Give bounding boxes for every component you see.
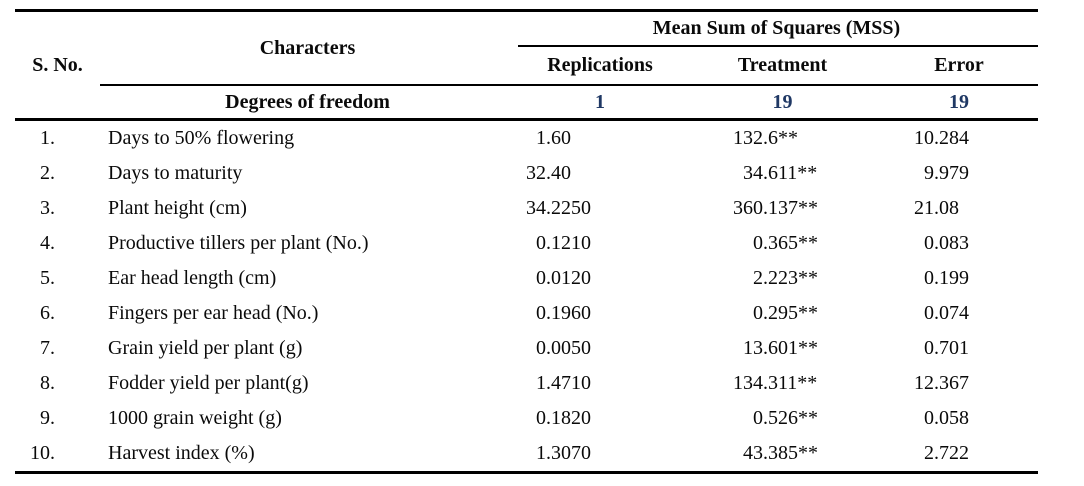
rule-bottom bbox=[15, 471, 1038, 474]
cell-character: Ear head length (cm) bbox=[108, 267, 277, 289]
cell-treatment: 0.365** bbox=[753, 232, 818, 254]
cell-character: Plant height (cm) bbox=[108, 197, 247, 219]
cell-treatment: 2.223** bbox=[753, 267, 818, 289]
rule-under-df bbox=[15, 118, 1038, 121]
cell-character: Harvest index (%) bbox=[108, 442, 255, 464]
cell-character: Grain yield per plant (g) bbox=[108, 337, 303, 359]
table-row: 3. Plant height (cm) 34.2250 360.137** 2… bbox=[15, 191, 1038, 226]
cell-treatment: 0.295** bbox=[753, 302, 818, 324]
cell-error: 2.722 bbox=[924, 442, 969, 464]
rule-under-mss bbox=[518, 45, 1038, 47]
cell-character: 1000 grain weight (g) bbox=[108, 407, 282, 429]
cell-treatment: 43.385** bbox=[743, 442, 818, 464]
cell-replications: 1.60 bbox=[536, 127, 571, 149]
cell-error: 0.083 bbox=[924, 232, 969, 254]
table-row: 2. Days to maturity 32.40 34.611** 9.979 bbox=[15, 156, 1038, 191]
cell-replications: 0.1960 bbox=[536, 302, 591, 324]
df-value-replications: 1 bbox=[595, 90, 605, 113]
df-label: Degrees of freedom bbox=[225, 90, 390, 113]
cell-sno: 3. bbox=[40, 197, 55, 219]
rule-under-subheads bbox=[100, 84, 1038, 86]
cell-treatment: 0.526** bbox=[753, 407, 818, 429]
cell-error: 0.199 bbox=[924, 267, 969, 289]
cell-error: 0.058 bbox=[924, 407, 969, 429]
cell-sno: 5. bbox=[40, 267, 55, 289]
table-row: 7. Grain yield per plant (g) 0.0050 13.6… bbox=[15, 331, 1038, 366]
table-row: 4. Productive tillers per plant (No.) 0.… bbox=[15, 226, 1038, 261]
table-row: 8. Fodder yield per plant(g) 1.4710 134.… bbox=[15, 366, 1038, 401]
cell-replications: 0.0050 bbox=[536, 337, 591, 359]
cell-replications: 1.3070 bbox=[536, 442, 591, 464]
cell-treatment: 34.611** bbox=[743, 162, 818, 184]
cell-sno: 8. bbox=[40, 372, 55, 394]
cell-error: 0.701 bbox=[924, 337, 969, 359]
cell-sno: 9. bbox=[40, 407, 55, 429]
cell-replications: 34.2250 bbox=[526, 197, 591, 219]
table-row: 9. 1000 grain weight (g) 0.1820 0.526** … bbox=[15, 401, 1038, 436]
cell-replications: 0.1820 bbox=[536, 407, 591, 429]
header-treatment: Treatment bbox=[737, 53, 828, 76]
cell-error: 12.367 bbox=[914, 372, 969, 394]
cell-replications: 1.4710 bbox=[536, 372, 591, 394]
cell-sno: 1. bbox=[40, 127, 55, 149]
table-row: 6. Fingers per ear head (No.) 0.1960 0.2… bbox=[15, 296, 1038, 331]
cell-treatment: 132.6** bbox=[733, 127, 798, 149]
cell-replications: 32.40 bbox=[526, 162, 571, 184]
table-row: 1. Days to 50% flowering 1.60 132.6** 10… bbox=[15, 121, 1038, 156]
header-mss: Mean Sum of Squares (MSS) bbox=[652, 17, 901, 39]
cell-sno: 4. bbox=[40, 232, 55, 254]
cell-sno: 2. bbox=[40, 162, 55, 184]
cell-error: 10.284 bbox=[914, 127, 969, 149]
header-error: Error bbox=[934, 53, 984, 76]
cell-character: Days to 50% flowering bbox=[108, 127, 295, 149]
cell-error: 0.074 bbox=[924, 302, 969, 324]
table-row: 5. Ear head length (cm) 0.0120 2.223** 0… bbox=[15, 261, 1038, 296]
cell-replications: 0.0120 bbox=[536, 267, 591, 289]
cell-treatment: 360.137** bbox=[733, 197, 818, 219]
cell-character: Fingers per ear head (No.) bbox=[108, 302, 319, 324]
table-row: 10. Harvest index (%) 1.3070 43.385** 2.… bbox=[15, 436, 1038, 471]
cell-error: 9.979 bbox=[924, 162, 969, 184]
cell-character: Days to maturity bbox=[108, 162, 243, 184]
cell-error: 21.08 bbox=[914, 197, 959, 219]
df-value-error: 19 bbox=[949, 90, 969, 113]
cell-sno: 6. bbox=[40, 302, 55, 324]
header-sno: S. No. bbox=[32, 53, 83, 76]
cell-replications: 0.1210 bbox=[536, 232, 591, 254]
cell-character: Fodder yield per plant(g) bbox=[108, 372, 309, 394]
cell-character: Productive tillers per plant (No.) bbox=[108, 232, 369, 254]
header-characters: Characters bbox=[259, 36, 356, 59]
cell-treatment: 134.311** bbox=[733, 372, 818, 394]
table-body: 1. Days to 50% flowering 1.60 132.6** 10… bbox=[15, 121, 1038, 471]
cell-sno: 10. bbox=[30, 442, 55, 464]
header-replications: Replications bbox=[547, 53, 653, 76]
cell-sno: 7. bbox=[40, 337, 55, 359]
df-value-treatment: 19 bbox=[772, 90, 793, 113]
rule-top bbox=[15, 9, 1038, 12]
cell-treatment: 13.601** bbox=[743, 337, 818, 359]
